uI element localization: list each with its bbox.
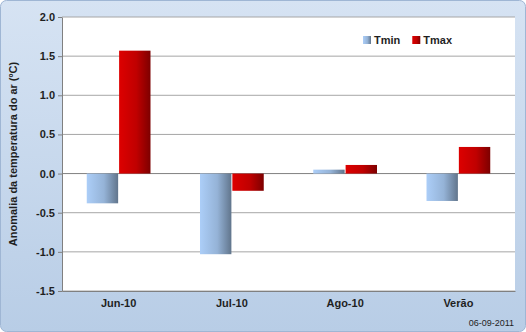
bar bbox=[87, 174, 118, 204]
x-tick-label: Ago-10 bbox=[326, 297, 363, 309]
annotation: 06-09-2011 bbox=[469, 318, 514, 328]
bar bbox=[200, 174, 231, 255]
chart: -1.5 -1.0 -0.5 0.0 0.5 1.0 1.5 2.0 Jun-10 Jul-10 A… bbox=[0, 0, 526, 332]
y-tick-mark bbox=[58, 252, 62, 253]
bar bbox=[119, 51, 150, 174]
legend-swatch bbox=[363, 36, 371, 44]
bars bbox=[87, 51, 490, 255]
y-tick: 0.0 bbox=[40, 168, 62, 180]
y-axis-line bbox=[62, 18, 63, 292]
y-tick: 1.0 bbox=[40, 89, 62, 101]
plot-area bbox=[62, 17, 515, 291]
grid bbox=[62, 17, 515, 291]
x-tick: Ago-10 bbox=[326, 291, 363, 309]
y-tick: 2.0 bbox=[40, 11, 62, 23]
grid-line bbox=[62, 291, 515, 292]
y-axis: -1.5 -1.0 -0.5 0.0 0.5 1.0 1.5 2.0 bbox=[36, 11, 62, 297]
y-tick: 0.5 bbox=[40, 128, 62, 140]
y-tick: 1.5 bbox=[40, 50, 62, 62]
y-tick-mark bbox=[58, 291, 62, 292]
grid-line bbox=[62, 251, 515, 252]
x-axis: Jun-10 Jul-10 Ago-10 Verão bbox=[63, 291, 516, 309]
x-tick-label: Jun-10 bbox=[101, 297, 136, 309]
legend-swatch bbox=[412, 36, 420, 44]
y-axis-title: Anomalia da temperatura do ar (ºC) bbox=[7, 62, 19, 247]
legend-label: Tmax bbox=[423, 34, 453, 46]
bar bbox=[346, 165, 377, 174]
y-tick-mark bbox=[58, 95, 62, 96]
y-tick: -0.5 bbox=[36, 207, 62, 219]
legend-item: Tmin bbox=[363, 34, 401, 46]
grid-line bbox=[62, 212, 515, 213]
x-axis-line bbox=[63, 291, 516, 292]
legend-item: Tmax bbox=[412, 34, 453, 46]
x-tick: Jun-10 bbox=[101, 291, 136, 309]
x-tick: Verão bbox=[443, 291, 473, 309]
bar bbox=[232, 174, 263, 191]
y-tick-label: 1.5 bbox=[40, 50, 55, 62]
x-tick-label: Jul-10 bbox=[216, 297, 248, 309]
legend-label: Tmin bbox=[374, 34, 401, 46]
y-tick-label: 0.5 bbox=[40, 128, 55, 140]
legend: Tmin Tmax bbox=[363, 34, 453, 46]
y-tick-mark bbox=[58, 17, 62, 18]
y-tick-label: -1.5 bbox=[36, 285, 55, 297]
y-tick-label: 2.0 bbox=[40, 11, 55, 23]
y-tick-label: -1.0 bbox=[36, 246, 55, 258]
background bbox=[1, 1, 526, 332]
grid-line bbox=[62, 17, 515, 18]
y-tick-label: 1.0 bbox=[40, 89, 55, 101]
x-tick: Jul-10 bbox=[216, 291, 248, 309]
y-tick-mark bbox=[58, 134, 62, 135]
y-tick: -1.0 bbox=[36, 246, 62, 258]
bar bbox=[313, 170, 344, 174]
y-tick: -1.5 bbox=[36, 285, 62, 297]
y-tick-mark bbox=[58, 56, 62, 57]
y-tick-mark bbox=[58, 213, 62, 214]
y-tick-mark bbox=[58, 174, 62, 175]
x-tick-label: Verão bbox=[443, 297, 473, 309]
bar bbox=[427, 174, 458, 201]
bar bbox=[459, 147, 490, 174]
y-tick-label: -0.5 bbox=[36, 207, 55, 219]
y-tick-label: 0.0 bbox=[40, 168, 55, 180]
